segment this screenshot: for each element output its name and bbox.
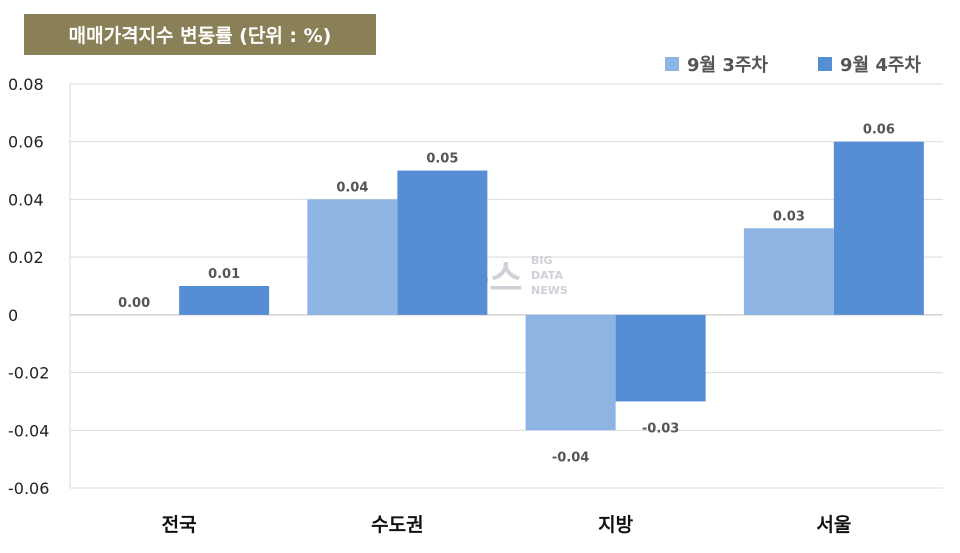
legend-swatch bbox=[665, 57, 679, 71]
legend: 9월 3주차 9월 4주차 bbox=[665, 55, 921, 76]
legend-swatch bbox=[818, 57, 832, 71]
data-label: 0.01 bbox=[208, 267, 240, 282]
watermark-sub-2: DATA bbox=[531, 269, 563, 282]
bar bbox=[833, 141, 924, 315]
y-tick-label: -0.04 bbox=[8, 421, 49, 440]
watermark-sub-1: BIG bbox=[531, 254, 553, 267]
bar bbox=[615, 314, 706, 402]
data-labels: 0.00 0.01 0.04 0.05 -0.04 -0.03 0.03 0.06 bbox=[118, 123, 895, 466]
x-category-label: 지방 bbox=[598, 514, 633, 536]
data-label: 0.00 bbox=[118, 296, 150, 311]
x-axis-categories: 전국 수도권 지방 서울 bbox=[162, 514, 852, 536]
y-tick-label: 0.04 bbox=[8, 190, 44, 209]
bar bbox=[307, 199, 398, 315]
bars bbox=[179, 141, 924, 431]
data-label: 0.04 bbox=[336, 180, 368, 195]
y-tick-label: -0.02 bbox=[8, 364, 49, 383]
data-label: -0.04 bbox=[552, 450, 589, 465]
y-axis-ticks: 0.08 0.06 0.04 0.02 0 -0.02 -0.04 -0.06 bbox=[8, 75, 49, 498]
y-tick-label: -0.06 bbox=[8, 479, 49, 498]
data-label: 0.05 bbox=[426, 152, 458, 167]
y-tick-label: 0.02 bbox=[8, 248, 44, 267]
chart-title: 매매가격지수 변동률 (단위 : %) bbox=[24, 14, 376, 55]
legend-label: 9월 4주차 bbox=[840, 55, 921, 76]
data-label: 0.06 bbox=[863, 123, 895, 138]
data-label: 0.03 bbox=[773, 209, 805, 224]
watermark-sub-3: NEWS bbox=[531, 284, 568, 297]
legend-label: 9월 3주차 bbox=[687, 55, 768, 76]
y-tick-label: 0.08 bbox=[8, 75, 44, 94]
data-label: -0.03 bbox=[642, 421, 679, 436]
bar bbox=[525, 314, 616, 431]
bar bbox=[397, 170, 488, 315]
y-tick-label: 0.06 bbox=[8, 133, 44, 152]
x-category-label: 서울 bbox=[816, 514, 851, 536]
bar bbox=[743, 228, 834, 315]
y-tick-label: 0 bbox=[8, 306, 18, 325]
bar bbox=[179, 286, 270, 315]
x-category-label: 전국 bbox=[162, 514, 197, 536]
x-category-label: 수도권 bbox=[371, 514, 423, 536]
